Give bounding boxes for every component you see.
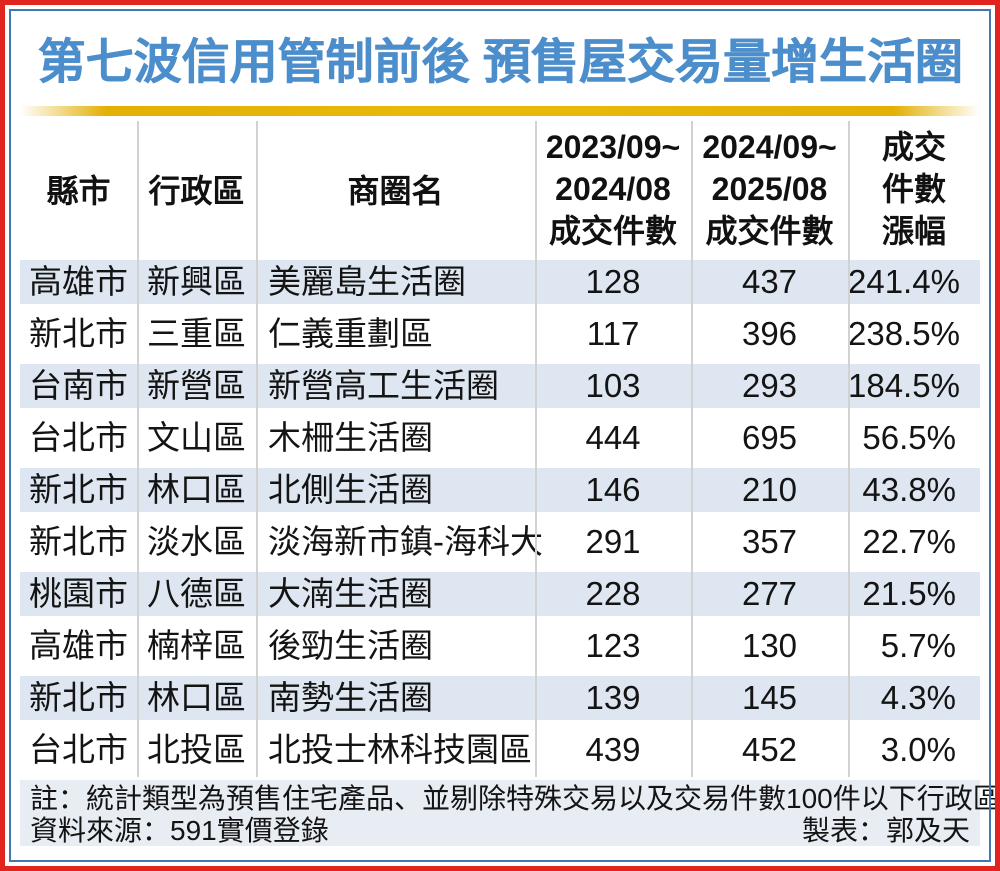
column-divider <box>691 121 693 777</box>
cell-city: 台南市 <box>29 367 128 404</box>
cell-area: 北側生活圈 <box>268 471 433 508</box>
header-cell-district: 行政區 <box>148 172 245 209</box>
cell-city: 高雄市 <box>29 263 128 300</box>
cell-district: 新興區 <box>147 263 246 300</box>
cell-city: 新北市 <box>29 523 128 560</box>
table-row: 台南市 新營區 新營高工生活圈 103 293 184.5% <box>20 360 980 412</box>
cell-area: 後勁生活圈 <box>268 627 433 664</box>
cell-deals-period2: 145 <box>741 679 798 716</box>
column-divider <box>137 121 139 777</box>
column-divider <box>256 121 258 777</box>
cell-city: 高雄市 <box>29 627 128 664</box>
cell-area: 北投士林科技園區 <box>268 731 532 768</box>
cell-deals-period1: 139 <box>585 679 641 716</box>
table-row: 高雄市 楠梓區 後勁生活圈 123 130 5.7% <box>20 620 980 672</box>
cell-deals-period2: 452 <box>741 731 798 768</box>
data-source: 資料來源：591實價登錄 <box>30 815 329 846</box>
cell-city: 新北市 <box>29 679 128 716</box>
table-header-row: 縣市 行政區 商圈名 2023/09~ 2024/08 成交件數 2024/09… <box>20 121 980 256</box>
cell-district: 文山區 <box>147 419 246 456</box>
cell-deals-period1: 128 <box>585 263 641 300</box>
table-row: 新北市 林口區 南勢生活圈 139 145 4.3% <box>20 672 980 724</box>
header-period1-line2: 2024/08 <box>555 170 671 207</box>
header-cell-area: 商圈名 <box>347 172 444 209</box>
cell-area: 新營高工生活圈 <box>268 367 499 404</box>
cell-deals-period1: 439 <box>585 731 641 768</box>
cell-deals-period2: 695 <box>741 419 798 456</box>
header-change-line3: 漲幅 <box>881 212 946 249</box>
cell-deals-period2: 357 <box>741 523 798 560</box>
cell-deals-period2: 293 <box>741 367 798 404</box>
cell-deals-period1: 228 <box>585 575 641 612</box>
cell-district: 北投區 <box>147 731 246 768</box>
header-cell-period1: 2023/09~ 2024/08 成交件數 <box>535 126 691 252</box>
cell-change-pct: 22.7% <box>862 523 956 560</box>
header-period2-line3: 成交件數 <box>705 212 834 249</box>
cell-district: 三重區 <box>147 315 246 352</box>
cell-deals-period2: 277 <box>741 575 798 612</box>
header-change-line2: 件數 <box>881 170 946 207</box>
header-period1-line3: 成交件數 <box>548 212 677 249</box>
cell-district: 林口區 <box>147 471 246 508</box>
cell-district: 楠梓區 <box>147 627 246 664</box>
cell-deals-period2: 437 <box>741 263 798 300</box>
cell-deals-period2: 210 <box>741 471 798 508</box>
cell-change-pct: 238.5% <box>848 315 960 352</box>
cell-change-pct: 5.7% <box>880 627 956 664</box>
header-cell-period2: 2024/09~ 2025/08 成交件數 <box>691 126 848 252</box>
header-cell-change: 成交 件數 漲幅 <box>848 126 980 252</box>
header-period1-line1: 2023/09~ <box>545 128 681 165</box>
header-change-line1: 成交 <box>881 128 946 165</box>
column-divider <box>535 121 537 777</box>
cell-change-pct: 241.4% <box>848 263 960 300</box>
cell-city: 新北市 <box>29 315 128 352</box>
cell-deals-period1: 444 <box>585 419 641 456</box>
cell-deals-period1: 123 <box>585 627 641 664</box>
cell-change-pct: 4.3% <box>880 679 956 716</box>
table-row: 新北市 淡水區 淡海新市鎮-海科大 291 357 22.7% <box>20 516 980 568</box>
table-row: 新北市 林口區 北側生活圈 146 210 43.8% <box>20 464 980 516</box>
cell-area: 美麗島生活圈 <box>268 263 466 300</box>
cell-area: 仁義重劃區 <box>268 315 433 352</box>
table-row: 台北市 北投區 北投士林科技園區 439 452 3.0% <box>20 724 980 776</box>
table-note: 註：統計類型為預售住宅產品、並剔除特殊交易以及交易件數100件以下行政區 <box>30 783 1000 814</box>
cell-deals-period2: 130 <box>741 627 798 664</box>
cell-deals-period1: 291 <box>585 523 641 560</box>
cell-district: 淡水區 <box>147 523 246 560</box>
cell-deals-period1: 146 <box>585 471 641 508</box>
cell-district: 林口區 <box>147 679 246 716</box>
table-row: 台北市 文山區 木柵生活圈 444 695 56.5% <box>20 412 980 464</box>
cell-change-pct: 43.8% <box>862 471 956 508</box>
header-period2-line1: 2024/09~ <box>702 128 837 165</box>
table-row: 桃園市 八德區 大湳生活圈 228 277 21.5% <box>20 568 980 620</box>
cell-deals-period2: 396 <box>741 315 798 352</box>
cell-deals-period1: 117 <box>586 315 640 352</box>
cell-city: 台北市 <box>29 419 128 456</box>
cell-change-pct: 56.5% <box>862 419 956 456</box>
cell-area: 南勢生活圈 <box>268 679 433 716</box>
column-divider <box>848 121 850 777</box>
cell-change-pct: 21.5% <box>862 575 956 612</box>
table-footer: 註：統計類型為預售住宅產品、並剔除特殊交易以及交易件數100件以下行政區 資料來… <box>20 780 1000 846</box>
cell-city: 台北市 <box>29 731 128 768</box>
cell-area: 大湳生活圈 <box>268 575 433 612</box>
cell-change-pct: 184.5% <box>848 367 960 404</box>
table-row: 新北市 三重區 仁義重劃區 117 396 238.5% <box>20 308 980 360</box>
header-cell-city: 縣市 <box>46 172 111 209</box>
cell-area: 木柵生活圈 <box>268 419 433 456</box>
cell-change-pct: 3.0% <box>880 731 956 768</box>
header-period2-line2: 2025/08 <box>711 170 828 207</box>
page-title: 第七波信用管制前後 預售屋交易量增生活圈 <box>37 36 963 89</box>
title-underline-bar <box>20 106 980 116</box>
table-row: 高雄市 新興區 美麗島生活圈 128 437 241.4% <box>20 256 980 308</box>
data-table: 縣市 行政區 商圈名 2023/09~ 2024/08 成交件數 2024/09… <box>20 121 980 776</box>
cell-area: 淡海新市鎮-海科大 <box>268 523 543 560</box>
credit: 製表：郭及天 <box>801 815 970 846</box>
cell-district: 新營區 <box>147 367 246 404</box>
cell-district: 八德區 <box>147 575 246 612</box>
cell-deals-period1: 103 <box>585 367 641 404</box>
cell-city: 新北市 <box>29 471 128 508</box>
cell-city: 桃園市 <box>29 575 128 612</box>
